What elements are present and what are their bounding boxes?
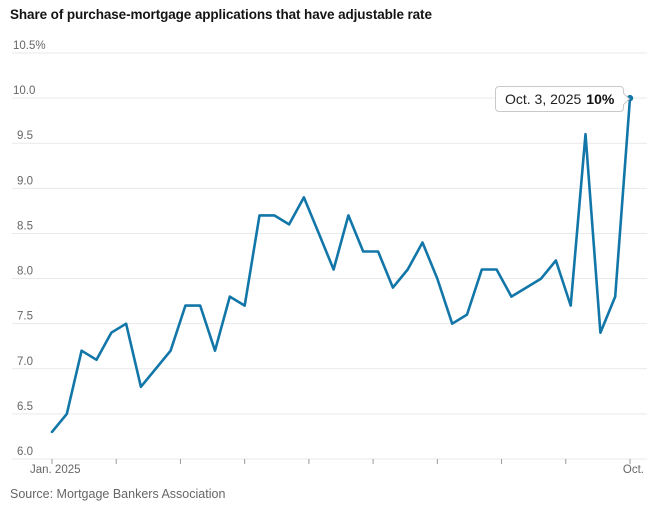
- source-note: Source: Mortgage Bankers Association: [10, 487, 226, 501]
- chart-title: Share of purchase-mortgage applications …: [10, 7, 432, 22]
- y-tick-label: 6.5: [17, 401, 33, 413]
- y-tick-label: 9.0: [17, 175, 33, 187]
- annotation-value: 10%: [586, 91, 615, 107]
- y-tick-label: 10.0: [13, 85, 35, 97]
- x-axis-label-end: Oct.: [622, 464, 644, 476]
- y-tick-label: 10.5%: [13, 40, 46, 52]
- x-axis-label-start: Jan. 2025: [30, 464, 81, 476]
- y-tick-label: 7.0: [17, 356, 33, 368]
- data-line: [50, 96, 632, 434]
- y-tick-label: 9.5: [17, 130, 33, 142]
- y-tick-label: 8.5: [17, 220, 33, 232]
- y-tick-label: 6.0: [17, 446, 33, 458]
- y-tick-label: 7.5: [17, 311, 33, 323]
- annotation-callout: Oct. 3, 2025 10%: [495, 86, 631, 112]
- annotation-date: Oct. 3, 2025: [505, 91, 582, 107]
- y-tick-label: 8.0: [17, 266, 33, 278]
